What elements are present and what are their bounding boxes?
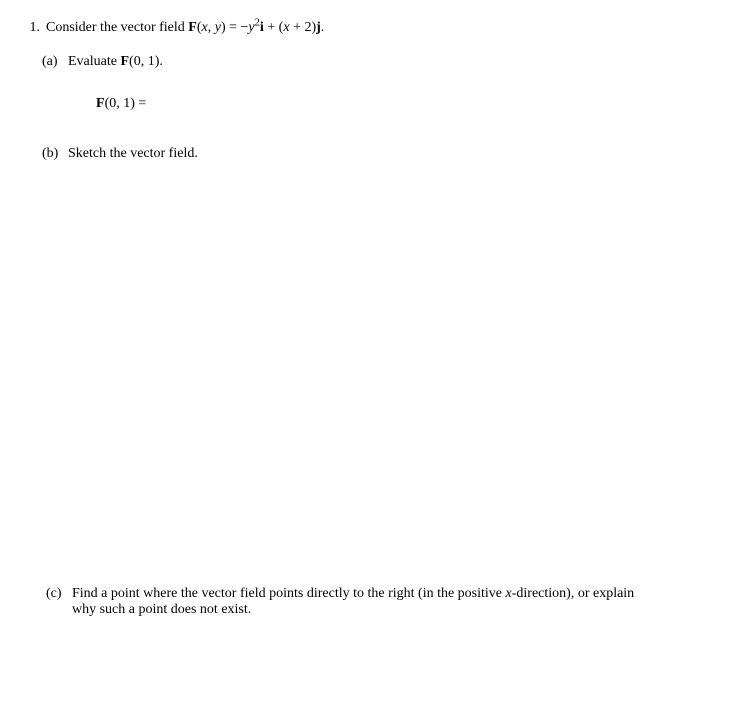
part-b: (b) Sketch the vector field. xyxy=(42,146,721,162)
part-c-label: (c) xyxy=(46,586,72,602)
intro-suffix: . xyxy=(321,20,325,35)
vector-field-expression: F(x, y) = −y2i + (x + 2)j xyxy=(188,20,321,35)
part-a-text: Evaluate F(0, 1). xyxy=(68,54,163,70)
sub-parts: (a) Evaluate F(0, 1). F(0, 1) = (b) Sket… xyxy=(42,54,721,162)
document-page: 1. Consider the vector field F(x, y) = −… xyxy=(0,0,751,712)
part-b-label: (b) xyxy=(42,146,68,162)
part-c-line1: Find a point where the vector field poin… xyxy=(72,586,634,602)
problem-number: 1. xyxy=(22,20,46,36)
part-a: (a) Evaluate F(0, 1). xyxy=(42,54,721,70)
part-a-label: (a) xyxy=(42,54,68,70)
part-a-answer-prompt: F(0, 1) = xyxy=(96,96,721,112)
problem-1: 1. Consider the vector field F(x, y) = −… xyxy=(22,20,721,36)
part-c-text: Find a point where the vector field poin… xyxy=(72,586,634,618)
part-c: (c) Find a point where the vector field … xyxy=(46,586,721,618)
problem-statement: Consider the vector field F(x, y) = −y2i… xyxy=(46,20,324,36)
part-c-line2: why such a point does not exist. xyxy=(72,602,634,618)
intro-text: Consider the vector field xyxy=(46,20,188,35)
part-b-text: Sketch the vector field. xyxy=(68,146,198,162)
